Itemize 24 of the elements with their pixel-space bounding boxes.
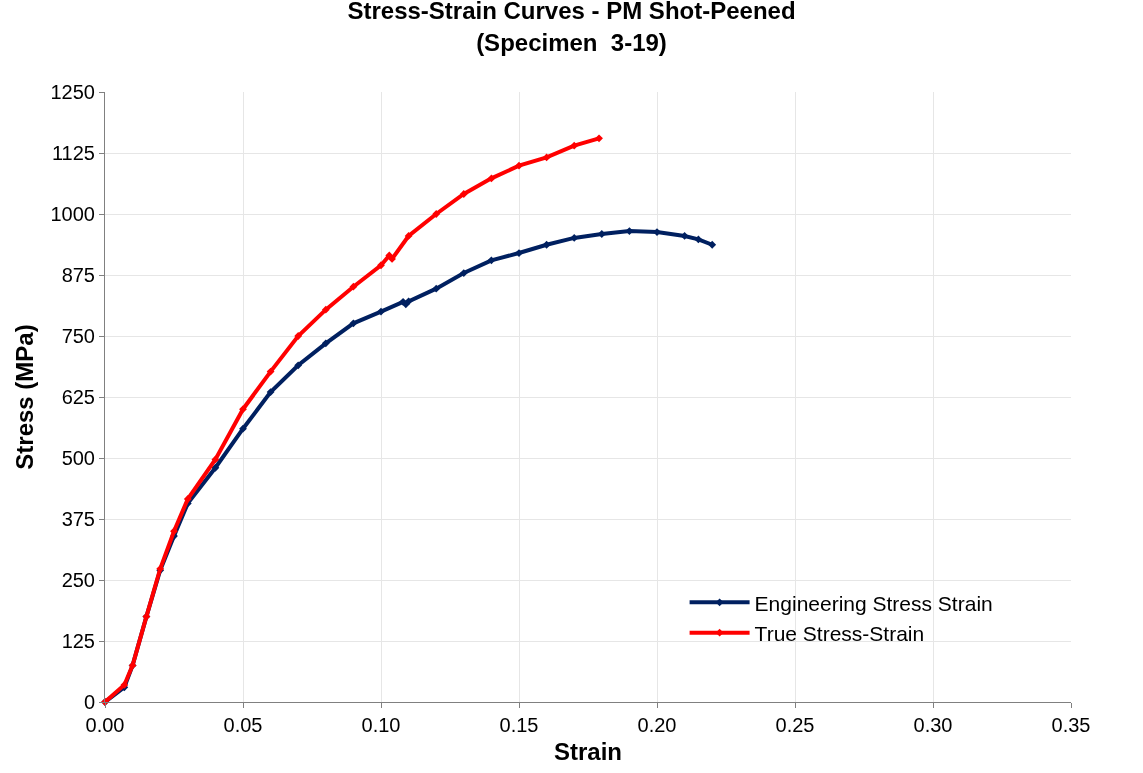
y-tick-label: 375: [61, 508, 95, 530]
x-tick-label: 0.05: [223, 714, 263, 736]
x-tick-label: 0.20: [637, 714, 677, 736]
y-tick-label: 0: [83, 691, 95, 713]
legend-label: True Stress-Strain: [754, 621, 925, 645]
chart-title: Stress-Strain Curves - PM Shot-Peened (Specimen 3-19): [347, 0, 796, 56]
x-tick-label: 0.10: [361, 714, 401, 736]
y-tick-label: 125: [61, 630, 95, 652]
x-axis-title: Strain: [553, 738, 623, 766]
y-tick-label: 500: [61, 447, 95, 469]
y-tick-label: 1125: [51, 142, 95, 164]
y-tick-label: 1250: [50, 81, 95, 103]
legend-label: Engineering Stress Strain: [754, 591, 993, 615]
y-axis-title: Stress (MPa): [10, 324, 38, 470]
x-tick-label: 0.25: [775, 714, 815, 736]
y-tick-label: 875: [61, 264, 95, 286]
y-tick-label: 250: [61, 569, 95, 591]
x-tick-label: 0.00: [85, 714, 125, 736]
y-tick-label: 625: [61, 386, 95, 408]
y-tick-label: 750: [61, 325, 95, 347]
y-tick-label: 1000: [50, 203, 95, 225]
x-tick-label: 0.30: [913, 714, 953, 736]
x-tick-label: 0.15: [499, 714, 539, 736]
x-tick-label: 0.35: [1051, 714, 1091, 736]
